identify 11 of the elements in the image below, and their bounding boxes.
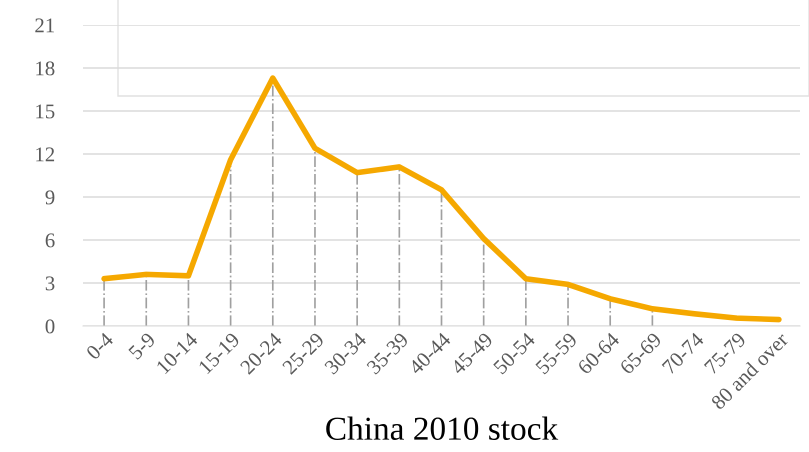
x-tick-label: 5-9 bbox=[128, 332, 156, 360]
y-tick-label: 15 bbox=[36, 104, 54, 118]
y-tick-label: 12 bbox=[36, 147, 54, 162]
y-tick-label: 21 bbox=[35, 18, 54, 32]
y-tick-label: 6 bbox=[46, 233, 55, 248]
y-tick-label: 18 bbox=[36, 61, 54, 76]
y-tick-label: 9 bbox=[45, 190, 54, 204]
y-tick-label: 3 bbox=[46, 276, 54, 290]
x-axis-title: China 2010 stock bbox=[326, 416, 558, 440]
x-tick-label: 0-4 bbox=[85, 332, 114, 360]
y-tick-label: 0 bbox=[46, 319, 54, 334]
